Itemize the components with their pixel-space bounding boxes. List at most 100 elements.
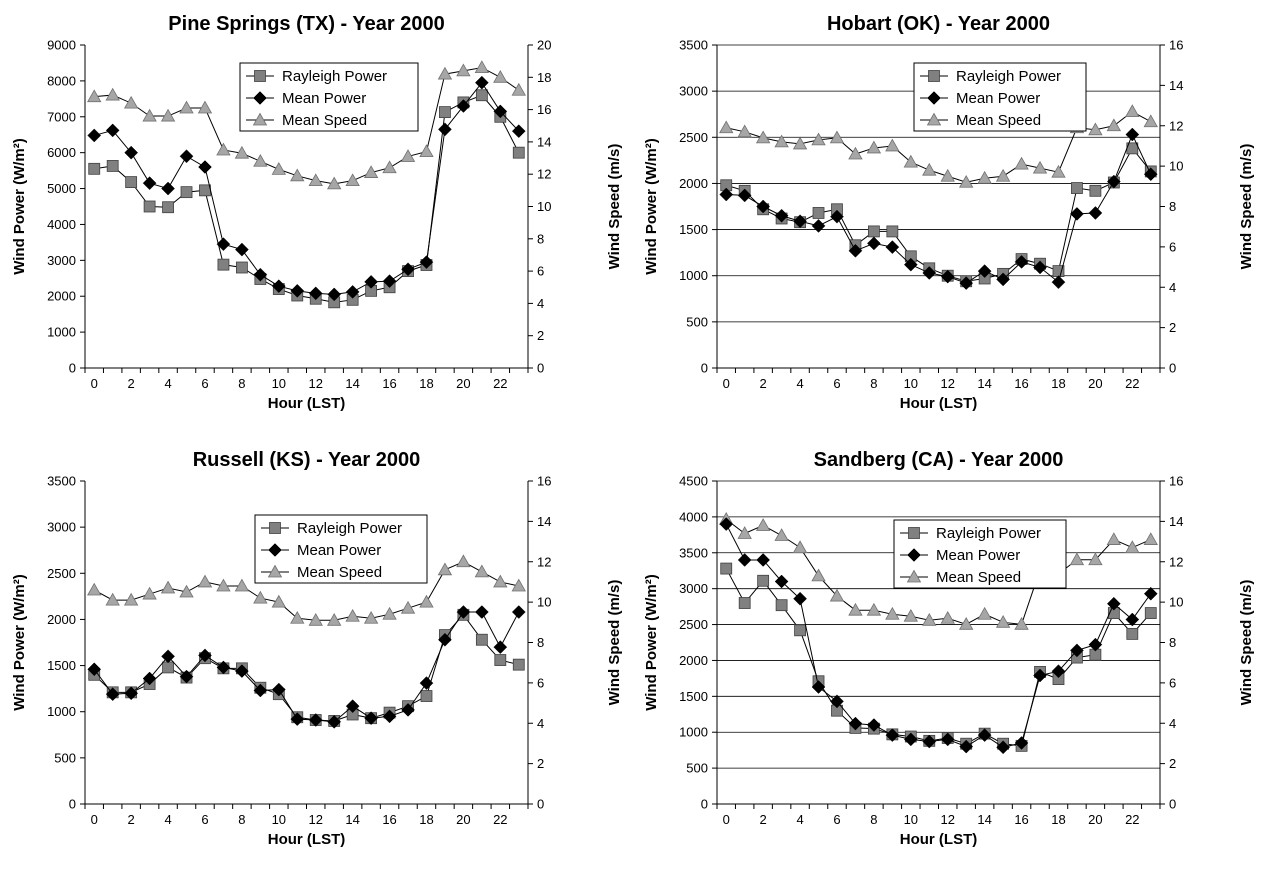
data-point [363,165,379,178]
data-point [511,82,526,96]
data-point [162,201,174,214]
data-point [161,181,175,196]
data-point [197,100,213,114]
data-point [105,592,120,606]
y2-tick-label: 6 [1169,675,1176,690]
y2-tick-label: 4 [537,296,544,311]
y2-tick-label: 0 [1169,361,1176,376]
data-point [162,661,174,674]
data-point [235,242,249,257]
data-point [512,658,525,671]
x-tick-label: 20 [456,812,470,827]
data-point [401,703,415,717]
series-line [726,147,1152,282]
chart-title: Hobart (OK) - Year 2000 [827,13,1050,35]
data-point [1089,184,1102,197]
x-tick-label: 12 [940,812,954,827]
y-tick-label: 3000 [47,520,76,535]
x-tick-label: 10 [272,812,286,827]
data-point [1051,664,1066,679]
data-point [511,605,526,619]
legend-swatch [900,548,928,562]
data-point [235,261,248,274]
data-point [253,153,268,167]
data-point [290,712,305,726]
data-point [161,649,175,664]
legend-marker [267,564,283,578]
data-point [1051,164,1066,178]
data-point [811,568,826,582]
x-tick-label: 16 [382,376,396,391]
data-point [830,209,844,224]
data-point [382,274,397,289]
data-point [940,732,955,747]
y-tick-label: 500 [54,750,76,765]
data-point [903,732,918,747]
data-point [1143,532,1158,545]
data-point [977,170,992,184]
y-tick-label: 2500 [679,130,708,145]
y-tick-label: 0 [69,797,76,812]
chart-pine-springs: Pine Springs (TX) - Year 2000 0 1000 2000 30… [0,0,631,435]
data-point [234,145,250,159]
data-point [419,676,434,690]
data-point [959,739,974,754]
data-point [474,564,490,578]
y-tick-label: 2000 [47,289,76,304]
data-point [179,584,194,598]
data-point [511,578,526,592]
data-point [995,168,1011,182]
y2-tick-label: 2 [537,756,544,771]
legend-marker [908,527,920,539]
legend-label: Mean Power [936,547,1020,564]
data-point [308,713,323,727]
data-point [996,740,1010,755]
y-tick-label: 4000 [47,217,76,232]
y2-tick-label: 2 [1169,756,1176,771]
data-point [867,225,880,238]
series-line [726,133,1152,284]
y-tick-label: 2000 [679,176,708,191]
data-point [438,122,452,137]
data-point [511,124,526,138]
data-point [493,104,508,119]
data-point [792,136,808,150]
chart-title: Pine Springs (TX) - Year 2000 [168,13,444,35]
series-line [725,568,1152,747]
data-point [179,149,194,164]
y2-tick-label: 2 [537,328,544,343]
data-point [87,582,102,596]
y-tick-label: 2000 [47,612,76,627]
data-point [327,715,342,729]
data-point [720,562,733,575]
data-point [271,682,286,697]
y-tick-label: 3000 [679,84,708,99]
data-point [1032,160,1048,174]
legend-swatch [261,522,289,534]
y2-tick-label: 6 [537,675,544,690]
data-point [829,588,845,602]
y-tick-label: 1000 [47,704,76,719]
data-point [253,683,268,698]
data-point [775,599,788,612]
data-point [493,574,508,588]
data-point [327,612,342,626]
data-point [88,162,101,175]
legend-marker [927,91,941,105]
x-tick-label: 16 [1014,812,1028,827]
data-point [1125,127,1140,142]
data-point [1106,118,1122,132]
legend-marker [252,112,268,126]
data-point [940,269,955,284]
legend-swatch [246,112,274,126]
data-point [382,160,397,174]
data-point [437,66,453,80]
data-point [198,648,212,663]
y-tick-label: 8000 [47,73,76,88]
y-tick-label: 0 [69,361,76,376]
data-point [105,123,120,138]
x-tick-label: 8 [238,376,245,391]
data-point [774,134,789,148]
data-point [124,145,138,160]
data-point [996,272,1010,287]
